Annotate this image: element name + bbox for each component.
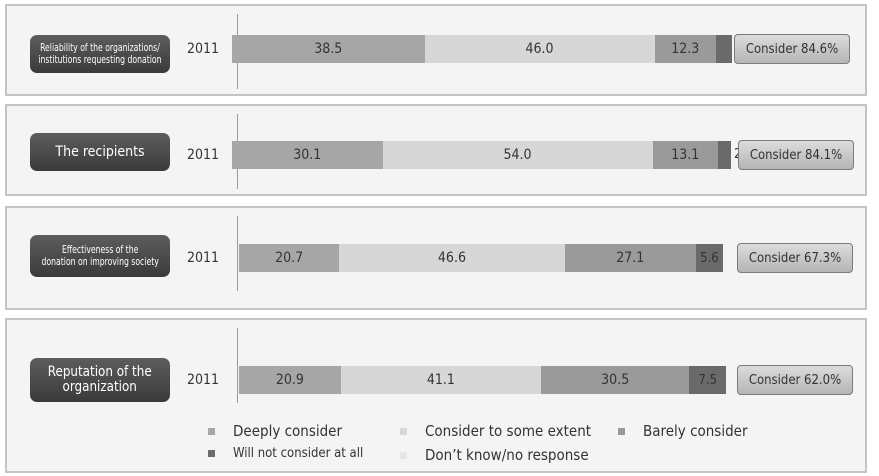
consider-total-box: Consider 84.6% <box>734 34 850 64</box>
bar-segment: 30.1 <box>232 141 383 169</box>
row-label: Reputation of the organization <box>30 358 170 402</box>
row-label-text: The recipients <box>55 143 145 160</box>
consider-total-box: Consider 62.0% <box>737 365 853 395</box>
row-label-line: Reputation of the <box>48 364 152 380</box>
row-label-text: Reputation of the organization <box>48 365 152 395</box>
year-label: 2011 <box>187 147 220 163</box>
bar-value-label: 41.1 <box>426 372 455 388</box>
bar-value-label: 20.9 <box>275 372 304 388</box>
bar-segment: 5.6 <box>695 244 723 272</box>
legend-swatch <box>400 451 407 459</box>
bar-value-label: 7.5 <box>698 372 718 388</box>
bar-segment: 20.7 <box>239 244 340 272</box>
legend-swatch <box>208 427 215 435</box>
legend-item: Don’t know/no response <box>400 446 589 464</box>
consider-total-box: Consider 67.3% <box>737 243 853 273</box>
bar-value-label: 54.0 <box>503 147 532 163</box>
axis-line <box>237 328 238 403</box>
bar-segment <box>716 35 732 63</box>
legend-item: Will not consider at all <box>208 446 363 461</box>
bar-segment: 7.5 <box>689 366 726 394</box>
bar-segment: 41.1 <box>340 366 541 394</box>
legend-swatch <box>618 427 625 435</box>
row-label-line: organization <box>62 379 138 395</box>
legend-item: Deeply consider <box>208 422 342 440</box>
row-label-text: Effectiveness of the donation on improvin… <box>41 244 158 268</box>
legend-label: Consider to some extent <box>425 422 592 440</box>
bar-segment: 13.1 <box>652 141 718 169</box>
bar-segment <box>718 141 731 169</box>
bar-segment: 12.3 <box>654 35 716 63</box>
legend-swatch <box>208 450 215 457</box>
year-label: 2011 <box>187 41 220 57</box>
axis-line <box>237 216 238 291</box>
legend-swatch <box>400 427 407 435</box>
bar-value-label: 46.0 <box>525 41 554 57</box>
row-label-line: Effectiveness of the <box>61 243 139 256</box>
chart-legend: Deeply consider Consider to some extent Ba… <box>208 422 848 468</box>
legend-label: Barely consider <box>643 422 748 440</box>
legend-label: Will not consider at all <box>233 446 364 461</box>
legend-item: Barely consider <box>618 422 748 440</box>
bar-segment: 20.9 <box>239 366 341 394</box>
bar-segment: 46.0 <box>424 35 655 63</box>
row-label-line: donation on improving society <box>41 255 159 268</box>
bar-value-label: 30.5 <box>601 372 630 388</box>
legend-item: Consider to some extent <box>400 422 591 440</box>
bar-segment: 54.0 <box>382 141 653 169</box>
bar-value-label: 38.5 <box>314 41 343 57</box>
bar-segment: 46.6 <box>339 244 565 272</box>
bar-value-label: 5.6 <box>700 250 719 266</box>
bar-segment: 38.5 <box>232 35 425 63</box>
consider-total-box: Consider 84.1% <box>738 140 854 170</box>
bar-value-label: 13.1 <box>671 147 700 163</box>
row-label: The recipients <box>30 133 170 171</box>
bar-segment: 30.5 <box>540 366 690 394</box>
bar-value-label: 27.1 <box>616 250 645 266</box>
year-label: 2011 <box>187 250 220 266</box>
row-label-line: institutions requesting donation <box>38 53 162 66</box>
bar-value-label: 30.1 <box>293 147 322 163</box>
row-label: Effectiveness of the donation on improvin… <box>30 235 170 277</box>
row-label-line: The recipients <box>55 143 145 160</box>
legend-label: Deeply consider <box>233 422 343 440</box>
row-label-text: Reliability of the organizations/institu… <box>38 42 161 66</box>
row-label-line: Reliability of the organizations/ <box>40 41 160 54</box>
year-label: 2011 <box>187 372 220 388</box>
bar-value-label: 20.7 <box>275 250 304 266</box>
row-label: Reliability of the organizations/institu… <box>30 35 170 73</box>
legend-label: Don’t know/no response <box>425 446 589 464</box>
bar-value-label: 46.6 <box>437 250 466 266</box>
bar-segment: 27.1 <box>564 244 696 272</box>
bar-value-label: 12.3 <box>671 41 700 57</box>
